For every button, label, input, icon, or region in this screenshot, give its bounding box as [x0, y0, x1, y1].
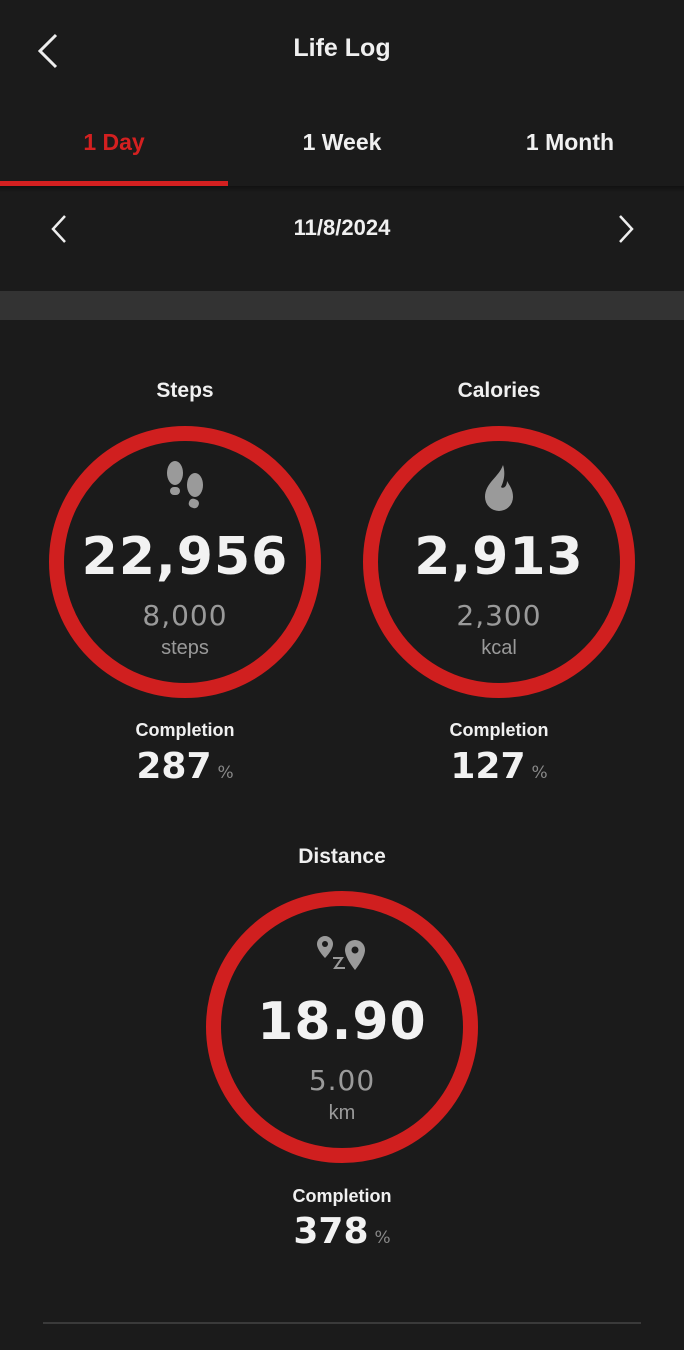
distance-ring[interactable]: 18.90 5.00 km	[206, 891, 478, 1163]
steps-completion-value: 287	[136, 746, 212, 787]
calories-ring[interactable]: 2,913 2,300 kcal	[363, 426, 635, 698]
next-date-icon[interactable]	[614, 212, 638, 246]
distance-unit: km	[328, 1102, 356, 1124]
route-pins-icon	[317, 936, 365, 970]
steps-title: Steps	[156, 379, 214, 402]
calories-unit: kcal	[481, 637, 517, 659]
distance-goal: 5.00	[308, 1064, 376, 1097]
section-separator	[0, 291, 684, 320]
page-title: Life Log	[293, 34, 391, 62]
footsteps-icon	[167, 461, 203, 509]
steps-unit: steps	[161, 637, 209, 659]
calories-value: 2,913	[414, 527, 584, 587]
calories-completion-value: 127	[450, 746, 526, 787]
calories-title: Calories	[457, 379, 541, 402]
percent-sign: %	[531, 763, 548, 783]
steps-value: 22,956	[81, 527, 289, 587]
percent-sign: %	[374, 1228, 391, 1248]
calories-completion: 127%	[369, 746, 629, 787]
percent-sign: %	[217, 763, 234, 783]
current-date: 11/8/2024	[293, 215, 391, 240]
divider	[43, 1322, 641, 1324]
distance-completion: 378%	[212, 1211, 472, 1252]
tab-1-day[interactable]: 1 Day	[0, 115, 228, 187]
previous-date-icon[interactable]	[47, 212, 71, 246]
tabs-shadow	[0, 186, 684, 192]
flame-icon	[485, 465, 513, 511]
distance-title: Distance	[298, 845, 386, 868]
calories-goal: 2,300	[456, 599, 542, 632]
steps-ring[interactable]: 22,956 8,000 steps	[49, 426, 321, 698]
period-tabs: 1 Day 1 Week 1 Month	[0, 115, 684, 187]
distance-completion-label: Completion	[292, 1186, 392, 1206]
distance-completion-value: 378	[293, 1211, 369, 1252]
steps-completion: 287%	[55, 746, 315, 787]
calories-completion-label: Completion	[449, 720, 549, 740]
back-arrow-icon[interactable]	[34, 32, 64, 70]
tab-1-month[interactable]: 1 Month	[525, 129, 615, 155]
tab-1-week[interactable]: 1 Week	[302, 129, 382, 155]
steps-completion-label: Completion	[135, 720, 235, 740]
steps-goal: 8,000	[142, 599, 228, 632]
distance-value: 18.90	[257, 992, 427, 1052]
